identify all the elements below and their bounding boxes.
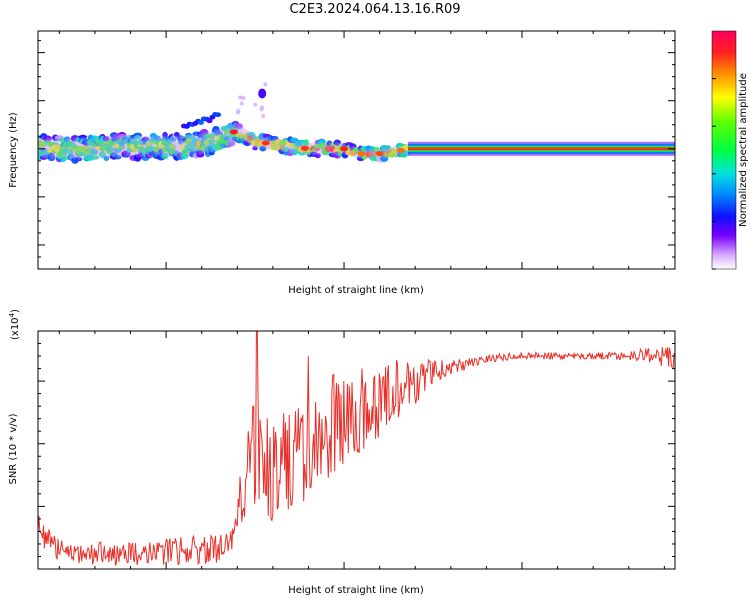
spectrogram-cell (63, 136, 71, 142)
spectrogram-cell (106, 147, 115, 153)
spectrogram-peak-spot (375, 151, 384, 157)
spectrogram-peak-spot (357, 151, 366, 157)
snr-panel: Height of straight line (km) SNR (10 * v… (8, 309, 676, 596)
spectrogram-faint-cell (238, 95, 243, 100)
spectrogram-cell (102, 136, 110, 142)
spectrogram-cell (317, 139, 326, 145)
spectrogram-faint-cell (253, 102, 258, 107)
spectrogram-secondary-cell (206, 118, 213, 124)
spectrogram-cell (146, 140, 153, 147)
spectrogram-isolated-peak (258, 88, 267, 99)
spectrogram-cell (236, 123, 243, 130)
spectrogram-cell (47, 154, 56, 162)
spectrogram-peak-spot (261, 140, 270, 146)
spectrogram-cell (68, 148, 74, 156)
spectrogram-cell (373, 147, 380, 153)
spectrogram-cell (303, 139, 309, 146)
spectrogram-cell (270, 135, 279, 141)
spectrogram-faint-cell (241, 95, 246, 100)
snr-y-axis-title: SNR (10 * v/v) (8, 413, 19, 484)
spectrogram-cell (196, 152, 205, 158)
spectrogram-peak-spot (300, 145, 309, 151)
spectrogram-cell (54, 135, 64, 140)
snr-marks (38, 331, 675, 567)
spectrogram-peak-spot (340, 146, 349, 152)
spectrogram-cell (169, 144, 177, 151)
spectrogram-frame (37, 30, 676, 270)
spectrogram-cell (134, 135, 142, 140)
spectrogram-cell (75, 157, 83, 162)
spectrogram-cell (44, 135, 52, 143)
spectrogram-y-axis-title: Frequency (Hz) (8, 112, 19, 188)
spectrogram-cell (252, 146, 258, 151)
spectrogram-cell (199, 128, 209, 136)
spectrogram-peak-spot (396, 147, 405, 153)
spectrogram-cell (208, 139, 216, 144)
snr-x-axis-title: Height of straight line (km) (288, 585, 424, 596)
spectrogram-peak-spot (229, 129, 238, 135)
snr-frame (37, 330, 676, 570)
spectrogram-cell (209, 133, 215, 141)
spectrogram-cell (259, 145, 267, 152)
spectrogram-cell (174, 131, 180, 138)
spectrogram-cell (333, 139, 341, 146)
spectrogram-band-core (408, 147, 675, 151)
snr-exponent-label: (x104) (8, 309, 21, 340)
snr-line (38, 331, 675, 567)
spectrogram-cell (161, 152, 169, 160)
spectrogram-x-axis-title: Height of straight line (km) (288, 285, 424, 296)
spectrogram-faint-cell (263, 82, 268, 87)
snr-plot-area (38, 331, 675, 569)
spectrogram-cell (314, 152, 321, 159)
spectrogram-cell (212, 126, 220, 134)
snr-exponent-power: 4 (8, 312, 16, 317)
snr-exponent-close: ) (10, 309, 21, 313)
spectrogram-cell (90, 155, 99, 160)
snr-exponent-base: (x10 (10, 317, 21, 340)
colorbar-gradient (711, 30, 737, 270)
spectrogram-faint-cell (239, 101, 244, 106)
spectrogram-marks (38, 82, 675, 164)
spectrogram-panel: Height of straight line (km) Frequency (… (8, 30, 676, 296)
spectrogram-faint-cell (259, 107, 264, 112)
spectrogram-faint-cell (235, 110, 240, 115)
spectrogram-halo (67, 137, 76, 160)
spectrogram-cell (162, 131, 168, 139)
spectrogram-cell (103, 155, 110, 162)
colorbar-axes (712, 78, 716, 270)
spectrogram-cell (227, 140, 236, 147)
spectrogram-axes (38, 31, 675, 269)
spectrogram-secondary-cell (215, 112, 222, 118)
snr-axes (38, 331, 675, 569)
spectrogram-cell (98, 151, 106, 159)
spectrogram-cell (122, 151, 130, 156)
spectrogram-faint-cell (261, 113, 266, 118)
svg-text:(x104): (x104) (8, 309, 21, 340)
spectrogram-cell (90, 148, 99, 155)
page-title: C2E3.2024.064.13.16.R09 (289, 2, 460, 17)
colorbar-title: Normalized spectral amplitude (738, 73, 749, 227)
spectrogram-cell (185, 137, 192, 145)
spectrogram-cell (114, 155, 122, 160)
colorbar: Normalized spectral amplitude (711, 30, 749, 270)
spectrogram-secondary-cell (197, 120, 204, 125)
